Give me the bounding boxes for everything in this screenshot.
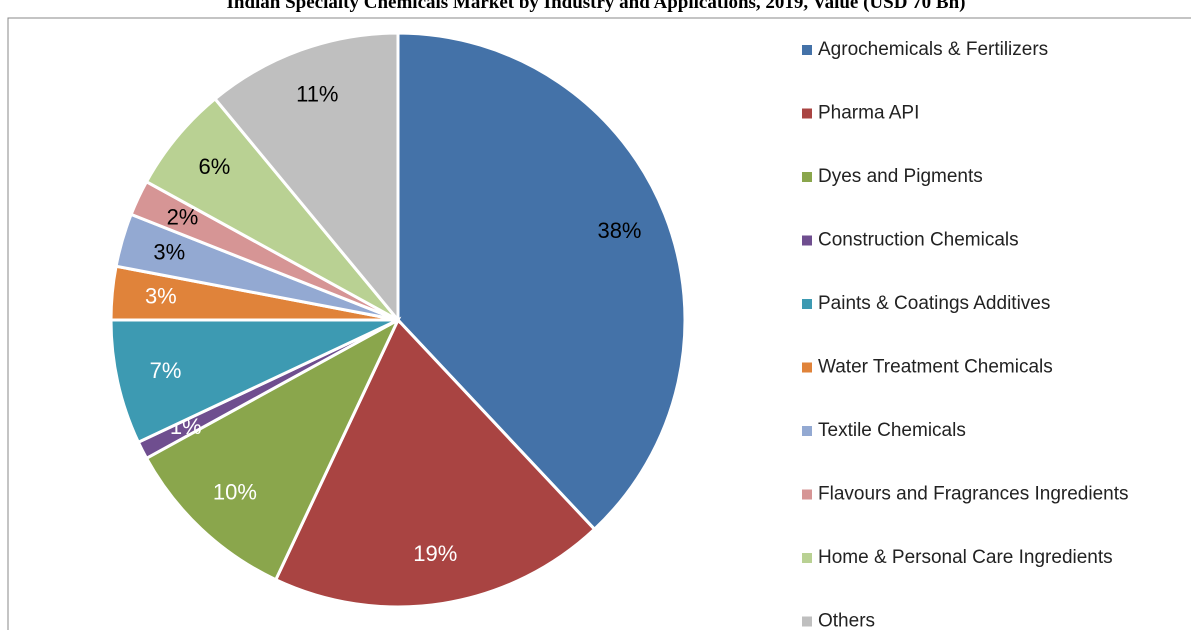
data-label: 7%	[150, 358, 182, 383]
legend-label: Flavours and Fragrances Ingredients	[818, 484, 1129, 505]
chart-title: Indian Specialty Chemicals Market by Ind…	[226, 0, 965, 13]
legend-swatch	[802, 299, 812, 309]
legend-label: Dyes and Pigments	[818, 166, 983, 187]
legend-swatch	[802, 362, 812, 373]
data-label: 3%	[145, 283, 177, 308]
legend-swatch	[802, 108, 812, 119]
legend-swatch	[802, 172, 812, 182]
data-label: 3%	[153, 239, 185, 264]
legend-swatch	[802, 426, 812, 436]
pie-slice	[396, 31, 687, 532]
data-label: 6%	[199, 154, 231, 179]
legend-label: Others	[818, 611, 875, 630]
legend-swatch	[802, 45, 812, 55]
legend-label: Pharma API	[818, 103, 919, 124]
data-label: 19%	[413, 541, 457, 566]
legend-swatch	[802, 553, 812, 563]
legend-swatch	[802, 489, 812, 500]
legend-label: Construction Chemicals	[818, 230, 1019, 251]
legend-label: Home & Personal Care Ingredients	[818, 547, 1113, 568]
legend-label: Water Treatment Chemicals	[818, 357, 1053, 378]
legend-swatch	[802, 235, 812, 246]
legend-label: Textile Chemicals	[818, 420, 966, 441]
data-label: 38%	[597, 218, 641, 243]
legend-label: Agrochemicals & Fertilizers	[818, 39, 1048, 60]
legend-swatch	[802, 616, 812, 627]
pie-slice	[273, 317, 597, 609]
pie-slice	[109, 318, 399, 445]
data-label: 11%	[296, 82, 338, 107]
pie-slice	[212, 31, 400, 325]
frame	[7, 17, 1191, 630]
legend-label: Paints & Coatings Additives	[818, 293, 1050, 314]
data-label: 10%	[213, 479, 257, 504]
pie-slice	[144, 316, 402, 582]
